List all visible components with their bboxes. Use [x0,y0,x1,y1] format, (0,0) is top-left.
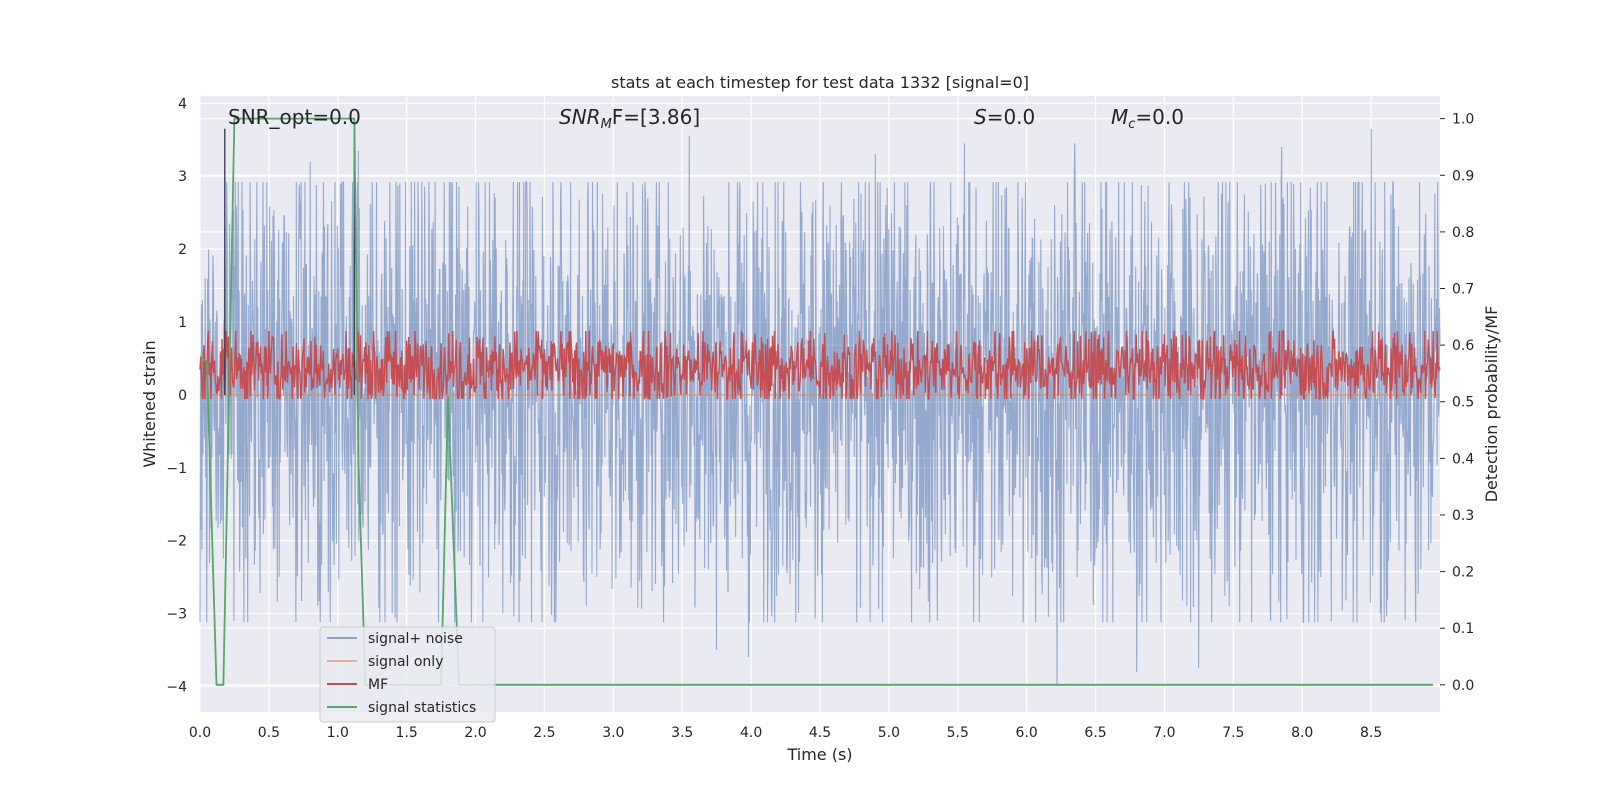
y-tick-label: −3 [166,607,187,623]
annotation-s: S=0.0 [974,105,1035,129]
y-axis-label: Whitened strain [140,340,159,467]
y-tick-label: −2 [166,534,187,550]
legend-label-signal-only: signal only [368,654,443,670]
series-signal-noise-line [199,128,1441,687]
legend-box [319,626,496,723]
y2-tick-label: 0.0 [1452,678,1474,694]
x-tick-labels: 0.0 0.5 1.0 1.5 2.0 2.5 3.0 3.5 4.0 4.5 5.0 5.5 6.0 6… [189,725,1382,741]
y-tick-label: 0 [178,388,187,404]
y-tick-label: 4 [178,96,187,112]
y-tick-label: 3 [178,169,187,185]
x-tick-label: 2.5 [533,725,555,741]
x-tick-label: 7.5 [1222,725,1244,741]
annotation-mc: Mc=0.0 [1111,105,1184,132]
annotation-snr-mf: SNRMF=[3.86] [559,105,700,132]
x-tick-label: 1.5 [396,725,418,741]
y-tick-label: −4 [166,679,187,695]
x-tick-label: 2.0 [464,725,486,741]
x-tick-label: 0.0 [189,725,211,741]
legend-label-signal-noise: signal+ noise [368,631,463,647]
y2-tick-label: 0.1 [1452,621,1474,637]
x-tick-label: 6.5 [1084,725,1106,741]
x-tick-label: 3.0 [602,725,624,741]
y2-tick-label: 0.4 [1452,451,1474,467]
x-tick-label: 7.0 [1153,725,1175,741]
y2-tick-label: 0.3 [1452,508,1474,524]
x-tick-label: 8.5 [1360,725,1382,741]
x-tick-label: 5.0 [878,725,900,741]
x-tick-label: 4.0 [740,725,762,741]
annotation-snr-opt: SNR_opt=0.0 [228,105,361,129]
x-tick-label: 0.5 [258,725,280,741]
x-tick-label: 1.0 [327,725,349,741]
y2-tick-labels: 1.0 0.9 0.8 0.7 0.6 0.5 0.4 0.3 0.2 0.1 0.0 [1440,112,1474,694]
y-tick-label: −1 [166,461,187,477]
y2-tick-label: 0.2 [1452,565,1474,581]
y-tick-label: 1 [178,315,187,331]
x-tick-label: 8.0 [1291,725,1313,741]
series-mf-line [199,330,1441,400]
y2-tick-label: 0.7 [1452,282,1474,298]
x-tick-label: 6.0 [1016,725,1038,741]
legend: signal+ noise signal only MF signal stat… [319,626,496,723]
y2-axis-label: Detection probability/MF [1482,306,1501,503]
y2-tick-label: 0.8 [1452,225,1474,241]
x-tick-label: 3.5 [671,725,693,741]
y2-tick-label: 1.0 [1452,112,1474,128]
y2-tick-label: 0.5 [1452,395,1474,411]
x-tick-label: 4.5 [809,725,831,741]
x-axis-label: Time (s) [786,745,852,764]
y-tick-label: 2 [178,242,187,258]
y2-tick-label: 0.6 [1452,338,1474,354]
y-tick-labels: 4 3 2 1 0 −1 −2 −3 −4 [166,96,187,695]
legend-label-signal-statistics: signal statistics [368,700,476,716]
chart-title: stats at each timestep for test data 133… [611,73,1029,92]
x-tick-label: 5.5 [947,725,969,741]
y2-tick-label: 0.9 [1452,168,1474,184]
legend-label-mf: MF [368,677,388,693]
